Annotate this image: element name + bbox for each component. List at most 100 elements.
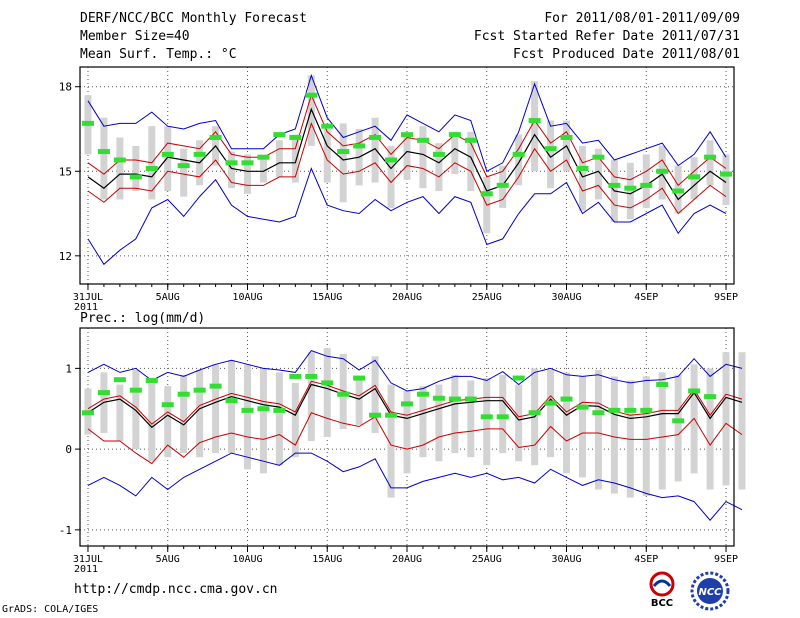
range-bar xyxy=(515,384,523,462)
range-bar xyxy=(578,376,586,478)
observed-marker xyxy=(81,120,94,126)
range-bar xyxy=(658,372,666,490)
range-bar xyxy=(403,390,411,474)
x-tick-label: 9SEP xyxy=(714,554,738,565)
observed-marker xyxy=(193,387,206,393)
observed-marker xyxy=(512,151,525,157)
x-tick-label: 15AUG xyxy=(312,554,342,565)
range-bar xyxy=(626,162,634,220)
member-size: Member Size=40 xyxy=(80,29,190,44)
observed-marker xyxy=(97,149,110,155)
range-bar xyxy=(243,364,251,470)
observed-marker xyxy=(656,382,669,388)
observed-marker xyxy=(385,157,398,163)
range-bar xyxy=(594,148,602,200)
series-upper-red xyxy=(87,380,743,425)
observed-marker xyxy=(177,391,190,397)
range-bar xyxy=(164,386,172,458)
observed-marker xyxy=(161,402,174,408)
x-tick-label: 4SEP xyxy=(634,554,658,565)
observed-marker xyxy=(129,387,142,393)
observed-marker xyxy=(496,182,509,188)
ncc-logo: NCC xyxy=(690,571,730,611)
series-ensemble-mean xyxy=(87,383,743,429)
panel-title: Prec.: log(mm/d) xyxy=(80,311,205,326)
observed-marker xyxy=(241,160,254,166)
x-tick-label: 31JUL xyxy=(73,292,103,303)
source-url[interactable]: http://cmdp.ncc.cma.gov.cn xyxy=(74,582,278,597)
x-tick-label: 10AUG xyxy=(232,292,262,303)
observed-marker xyxy=(480,191,493,197)
x-tick-label: 2011 xyxy=(74,564,98,575)
observed-marker xyxy=(161,151,174,157)
range-bar xyxy=(100,117,108,200)
range-bar xyxy=(371,117,379,183)
y-tick-label: 12 xyxy=(59,250,72,263)
observed-marker xyxy=(560,396,573,402)
range-bar xyxy=(259,157,267,183)
range-bar xyxy=(339,123,347,203)
range-bar xyxy=(706,368,714,490)
observed-marker xyxy=(401,401,413,407)
observed-marker xyxy=(337,391,350,397)
range-bar xyxy=(116,384,124,442)
range-bar xyxy=(642,154,650,208)
range-bar xyxy=(610,376,618,494)
x-tick-label: 10AUG xyxy=(232,554,262,565)
observed-marker xyxy=(640,407,653,413)
observed-marker xyxy=(416,137,429,143)
chart-header-left: DERF/NCC/BCC Monthly Forecast Member Siz… xyxy=(80,10,307,64)
x-tick-label: 30AUG xyxy=(551,292,581,303)
x-tick-label: 4SEP xyxy=(634,292,658,303)
observed-marker xyxy=(704,154,717,160)
series-lower-red xyxy=(87,121,727,215)
range-bar xyxy=(387,145,395,208)
range-bar xyxy=(275,372,283,466)
forecast-title: DERF/NCC/BCC Monthly Forecast xyxy=(80,11,307,26)
range-bar xyxy=(722,352,730,486)
range-bar xyxy=(419,126,427,189)
bcc-logo: BCC xyxy=(649,571,675,609)
range-bar xyxy=(467,131,475,191)
observed-marker xyxy=(416,391,429,397)
observed-marker xyxy=(576,404,589,410)
observed-marker xyxy=(209,383,222,389)
observed-marker xyxy=(353,143,366,149)
forecast-period: For 2011/08/01-2011/09/09 xyxy=(544,11,740,26)
observed-marker xyxy=(305,373,318,379)
observed-marker xyxy=(401,132,413,138)
range-bar xyxy=(291,382,299,458)
observed-marker xyxy=(385,412,398,418)
y-tick-label: 15 xyxy=(59,165,72,178)
observed-marker xyxy=(273,132,286,138)
range-bar xyxy=(578,145,586,211)
range-bar xyxy=(738,352,746,490)
range-bar xyxy=(483,378,491,466)
range-bar xyxy=(451,131,459,175)
range-bar xyxy=(323,129,331,183)
observed-marker xyxy=(448,396,461,402)
observed-marker xyxy=(544,400,557,406)
x-tick-label: 30AUG xyxy=(551,554,581,565)
range-bar xyxy=(291,134,299,183)
observed-marker xyxy=(624,407,637,413)
y-tick-label: 1 xyxy=(65,362,72,375)
range-bar xyxy=(515,134,523,186)
observed-marker xyxy=(576,165,589,171)
range-bar xyxy=(419,386,427,458)
observed-marker xyxy=(145,165,158,171)
range-bar xyxy=(132,145,140,191)
observed-marker xyxy=(656,168,669,174)
observed-marker xyxy=(257,154,270,160)
observed-marker xyxy=(688,388,701,394)
observed-marker xyxy=(464,137,477,143)
x-tick-label: 5AUG xyxy=(156,554,180,565)
x-tick-label: 5AUG xyxy=(156,292,180,303)
range-bar xyxy=(116,137,124,200)
range-bar xyxy=(132,369,140,450)
observed-marker xyxy=(672,188,685,194)
observed-marker xyxy=(129,174,142,180)
range-bar xyxy=(435,143,443,191)
